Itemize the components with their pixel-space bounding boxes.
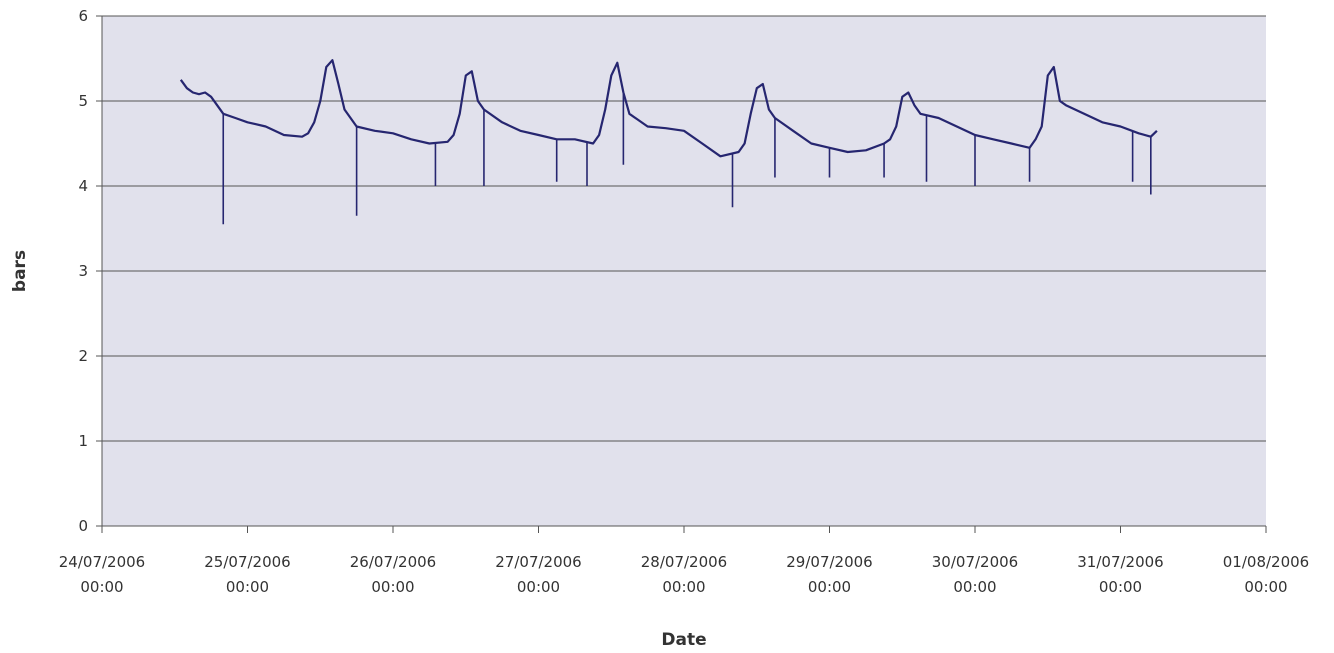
x-tick-label: 27/07/2006 00:00 [495,553,581,596]
x-tick-label: 31/07/2006 00:00 [1077,553,1163,596]
y-tick-label: 3 [78,262,88,280]
y-tick-label: 1 [78,432,88,450]
x-tick-date: 29/07/2006 [786,553,872,571]
x-tick-date: 31/07/2006 [1077,553,1163,571]
x-tick-date: 28/07/2006 [641,553,727,571]
y-tick-label: 0 [78,517,88,535]
x-tick-time: 00:00 [371,578,414,596]
x-tick-label: 26/07/2006 00:00 [350,553,436,596]
x-tick-label: 01/08/2006 00:00 [1223,553,1309,596]
x-tick-date: 30/07/2006 [932,553,1018,571]
series-line-0 [179,59,1158,158]
y-tick-label: 6 [78,7,88,25]
x-tick-date: 01/08/2006 [1223,553,1309,571]
series-group [179,59,1158,225]
x-tick-time: 00:00 [517,578,560,596]
x-tick-date: 24/07/2006 [59,553,145,571]
x-tick-label: 24/07/2006 00:00 [59,553,145,596]
axes [96,15,1267,533]
y-tick-label: 4 [78,177,88,195]
x-tick-time: 00:00 [226,578,269,596]
x-tick-label: 30/07/2006 00:00 [932,553,1018,596]
x-tick-time: 00:00 [808,578,851,596]
gridlines [102,15,1266,442]
x-tick-time: 00:00 [1099,578,1142,596]
x-axis-title: Date [661,630,706,650]
x-tick-time: 00:00 [1244,578,1287,596]
y-tick-labels: 0 1 2 3 4 5 6 [78,7,88,535]
x-tick-date: 26/07/2006 [350,553,436,571]
y-tick-label: 5 [78,92,88,110]
y-axis-title: bars [10,250,30,292]
x-tick-date: 27/07/2006 [495,553,581,571]
x-tick-label: 28/07/2006 00:00 [641,553,727,596]
x-tick-time: 00:00 [80,578,123,596]
x-tick-time: 00:00 [953,578,996,596]
x-tick-label: 29/07/2006 00:00 [786,553,872,596]
x-tick-label: 25/07/2006 00:00 [204,553,290,596]
x-tick-time: 00:00 [662,578,705,596]
y-tick-label: 2 [78,347,88,365]
x-tick-date: 25/07/2006 [204,553,290,571]
